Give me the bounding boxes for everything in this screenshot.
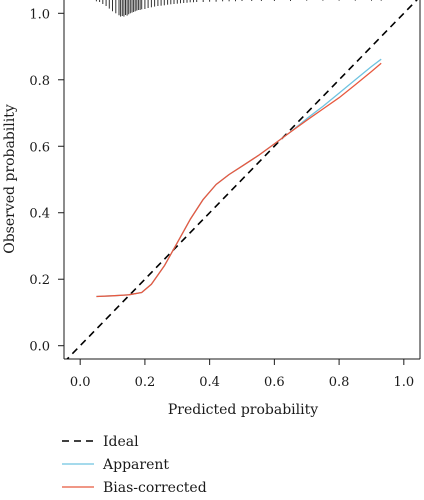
x-tick-label: 0.2 — [135, 375, 156, 390]
y-tick-label: 0.8 — [29, 74, 50, 89]
y-tick-label: 0.4 — [29, 207, 50, 222]
x-ticks: 0.0 0.2 0.4 0.6 0.8 1.0 — [70, 359, 414, 390]
series-line-ideal — [66, 0, 418, 359]
y-axis-title: Observed probability — [2, 104, 18, 254]
y-tick-label: 0.0 — [29, 340, 50, 355]
series-lines — [66, 0, 418, 359]
y-tick-label: 1.0 — [29, 7, 50, 22]
legend-label-ideal: Ideal — [103, 434, 139, 450]
x-tick-label: 0.6 — [264, 375, 285, 390]
y-ticks: 0.0 0.2 0.4 0.6 0.8 1.0 — [29, 7, 64, 355]
series-line-apparent — [96, 58, 382, 298]
y-tick-label: 0.6 — [29, 140, 50, 155]
legend: Ideal Apparent Bias-corrected — [62, 434, 207, 496]
rug-marks — [95, 0, 382, 17]
x-tick-label: 0.4 — [199, 375, 220, 390]
legend-label-bias-corrected: Bias-corrected — [103, 480, 207, 496]
x-tick-label: 0.8 — [329, 375, 350, 390]
x-tick-label: 0.0 — [70, 375, 91, 390]
legend-label-apparent: Apparent — [102, 457, 169, 473]
x-axis-title: Predicted probability — [168, 402, 318, 418]
x-tick-label: 1.0 — [393, 375, 414, 390]
series-line-bias-corrected — [96, 62, 382, 298]
y-tick-label: 0.2 — [29, 273, 50, 288]
